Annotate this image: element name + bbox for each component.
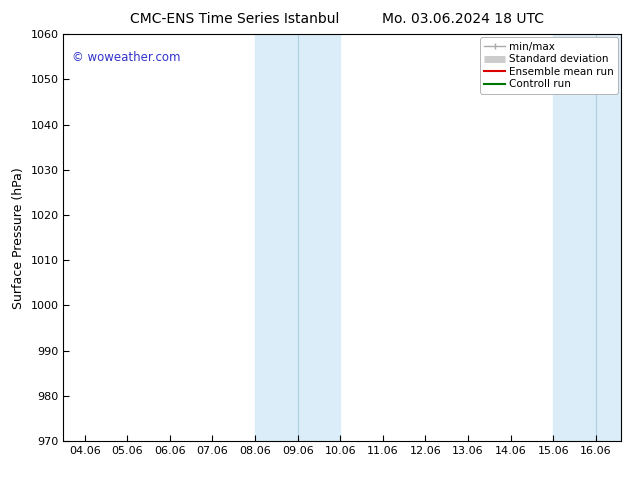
Bar <box>255 34 340 441</box>
Text: © woweather.com: © woweather.com <box>72 50 180 64</box>
Text: CMC-ENS Time Series Istanbul: CMC-ENS Time Series Istanbul <box>130 12 339 26</box>
Legend: min/max, Standard deviation, Ensemble mean run, Controll run: min/max, Standard deviation, Ensemble me… <box>480 37 618 94</box>
Bar <box>553 34 621 441</box>
Text: Mo. 03.06.2024 18 UTC: Mo. 03.06.2024 18 UTC <box>382 12 544 26</box>
Y-axis label: Surface Pressure (hPa): Surface Pressure (hPa) <box>12 167 25 309</box>
